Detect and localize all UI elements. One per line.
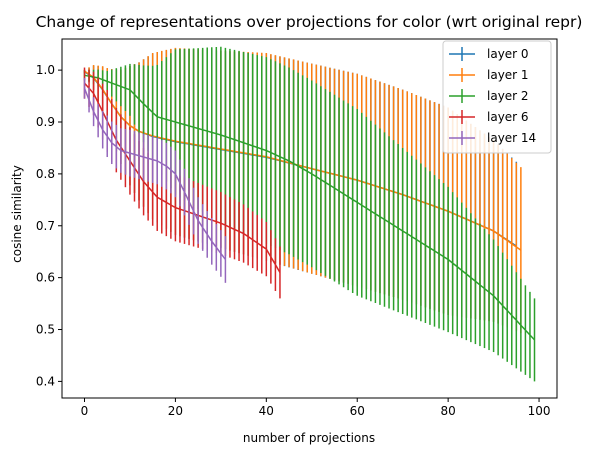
x-tick-label: 100 xyxy=(528,404,551,418)
y-tick-label: 1.0 xyxy=(36,63,55,77)
legend-box xyxy=(442,40,552,154)
y-axis-ticks: 0.4 0.5 0.6 0.7 0.8 0.9 1.0 xyxy=(36,63,62,388)
legend: layer 0 layer 1 layer 2 layer 6 layer 14 xyxy=(442,40,552,154)
series-layer-2 xyxy=(83,46,536,382)
legend-label: layer 14 xyxy=(487,131,536,145)
y-tick-label: 0.5 xyxy=(36,323,55,337)
axes-frame xyxy=(61,38,558,399)
legend-label: layer 1 xyxy=(487,68,529,82)
series-line xyxy=(84,74,536,341)
chart-title: Change of representations over projectio… xyxy=(36,13,583,31)
legend-label: layer 2 xyxy=(487,89,529,103)
series-line xyxy=(83,88,227,260)
x-axis-ticks: 0 20 40 60 80 100 xyxy=(81,398,551,418)
series-layer-6 xyxy=(83,67,281,299)
x-tick-label: 20 xyxy=(168,404,183,418)
x-tick-label: 40 xyxy=(259,404,274,418)
y-tick-label: 0.9 xyxy=(36,115,55,129)
x-tick-label: 60 xyxy=(350,404,365,418)
y-tick-label: 0.8 xyxy=(36,167,55,181)
legend-label: layer 6 xyxy=(487,110,529,124)
legend-label: layer 0 xyxy=(487,47,529,61)
y-tick-label: 0.7 xyxy=(36,219,55,233)
y-tick-label: 0.6 xyxy=(36,271,55,285)
series-line xyxy=(83,82,281,273)
y-axis-label: cosine similarity xyxy=(10,165,24,263)
x-tick-label: 0 xyxy=(81,404,89,418)
series-layer-14 xyxy=(83,77,227,283)
y-tick-label: 0.4 xyxy=(36,374,55,388)
x-axis-label: number of projections xyxy=(243,431,375,445)
x-tick-label: 80 xyxy=(440,404,455,418)
